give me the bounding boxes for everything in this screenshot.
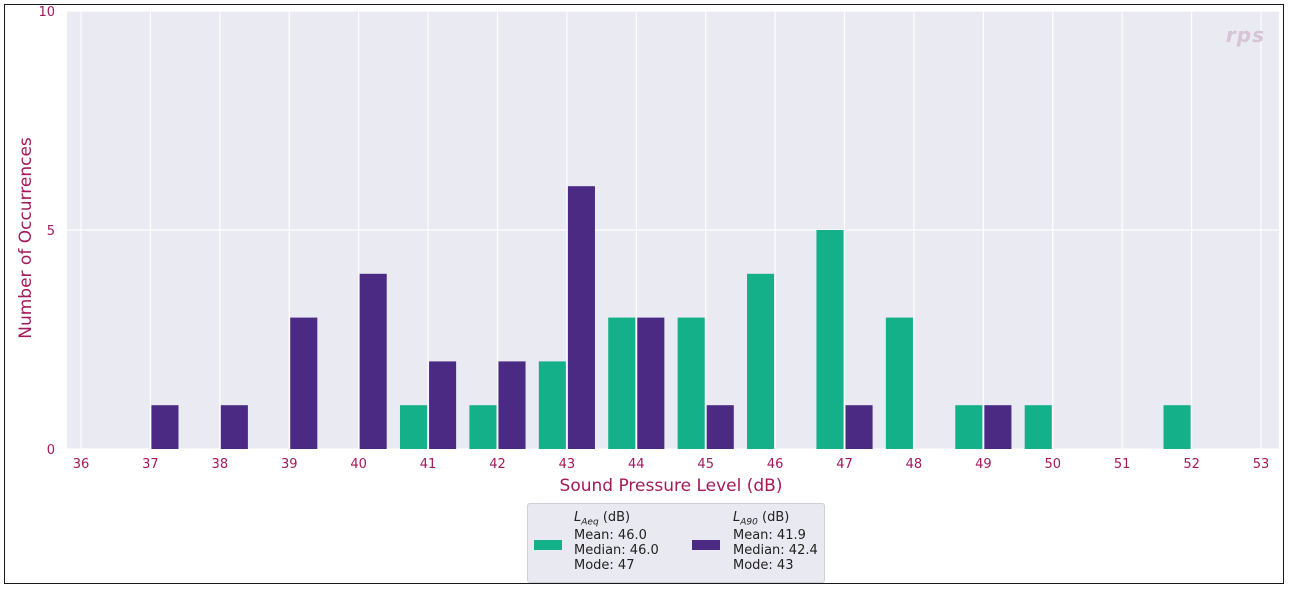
legend-title-la90-sub: A90 — [740, 517, 758, 528]
legend-laeq-mode: Mode: 47 — [574, 558, 635, 573]
x-tick-label-39: 39 — [281, 457, 298, 472]
y-tick-label-0: 0 — [47, 443, 55, 458]
x-tick-label-49: 49 — [975, 457, 992, 472]
bar-laeq-47 — [816, 230, 844, 449]
bar-laeq-52 — [1163, 405, 1191, 449]
bar-laeq-45 — [677, 317, 705, 449]
legend-title-la90: LA90 (dB) — [733, 510, 789, 528]
legend-la90-median: Median: 42.4 — [733, 543, 818, 558]
x-tick-label-50: 50 — [1044, 457, 1061, 472]
x-tick-label-53: 53 — [1253, 457, 1270, 472]
legend-title-laeq-sub: Aeq — [581, 517, 599, 528]
x-tick-label-41: 41 — [420, 457, 437, 472]
x-tick-label-52: 52 — [1183, 457, 1200, 472]
x-tick-label-46: 46 — [767, 457, 784, 472]
bar-la90-39 — [290, 317, 318, 449]
x-tick-label-51: 51 — [1114, 457, 1131, 472]
legend-title-la90-main: L — [733, 510, 741, 525]
histogram-chart: 36 37 38 39 40 41 42 43 44 45 46 47 48 49 50 51 52 53 0 5 10… — [16, 5, 1279, 496]
x-tick-label-47: 47 — [836, 457, 853, 472]
bar-la90-49 — [984, 405, 1012, 449]
legend-stats-la90: Mean: 41.9 Median: 42.4 Mode: 43 — [733, 528, 818, 573]
bar-la90-44 — [637, 317, 665, 449]
x-tick-label-43: 43 — [559, 457, 576, 472]
x-tick-label-42: 42 — [489, 457, 506, 472]
legend-la90-mode: Mode: 43 — [733, 558, 794, 573]
bar-laeq-41 — [399, 405, 428, 449]
legend-title-laeq-unit: (dB) — [602, 510, 631, 525]
y-tick-label-5: 5 — [47, 224, 55, 239]
x-tick-label-36: 36 — [73, 457, 90, 472]
figure-frame: 36 37 38 39 40 41 42 43 44 45 46 47 48 49 50 51 52 53 0 5 10… — [4, 4, 1284, 584]
x-tick-label-44: 44 — [628, 457, 645, 472]
legend-stats-laeq: Mean: 46.0 Median: 46.0 Mode: 47 — [574, 528, 659, 573]
x-tick-label-38: 38 — [212, 457, 229, 472]
chart-legend: LAeq (dB) Mean: 46.0 Median: 46.0 Mode: … — [527, 503, 825, 583]
legend-swatch-laeq — [534, 540, 562, 550]
bar-laeq-44 — [608, 317, 636, 449]
y-axis-label: Number of Occurrences — [16, 137, 36, 339]
bar-laeq-43 — [538, 361, 566, 449]
bar-la90-41 — [429, 361, 457, 449]
legend-title-la90-unit: (dB) — [762, 510, 790, 525]
legend-laeq-mean: Mean: 46.0 — [574, 528, 647, 543]
bar-laeq-46 — [747, 273, 775, 449]
y-tick-label-10: 10 — [38, 5, 55, 20]
bar-la90-43 — [567, 186, 595, 449]
bar-la90-40 — [359, 273, 387, 449]
legend-swatch-la90 — [692, 540, 720, 550]
x-axis-label: Sound Pressure Level (dB) — [560, 476, 783, 496]
bar-la90-38 — [220, 405, 248, 449]
x-tick-label-45: 45 — [697, 457, 714, 472]
legend-laeq-median: Median: 46.0 — [574, 543, 659, 558]
x-tick-label-40: 40 — [350, 457, 367, 472]
x-tick-label-37: 37 — [142, 457, 159, 472]
bar-laeq-48 — [885, 317, 913, 449]
rps-logo: rps — [1225, 23, 1265, 47]
bar-laeq-50 — [1024, 405, 1052, 449]
bar-la90-47 — [845, 405, 873, 449]
bar-laeq-49 — [955, 405, 983, 449]
legend-la90-mean: Mean: 41.9 — [733, 528, 806, 543]
legend-title-laeq: LAeq (dB) — [574, 510, 630, 528]
bar-laeq-42 — [469, 405, 497, 449]
bar-la90-42 — [498, 361, 526, 449]
bar-la90-37 — [151, 405, 179, 449]
x-tick-label-48: 48 — [906, 457, 923, 472]
legend-title-laeq-main: L — [574, 510, 582, 525]
bar-la90-45 — [706, 405, 734, 449]
